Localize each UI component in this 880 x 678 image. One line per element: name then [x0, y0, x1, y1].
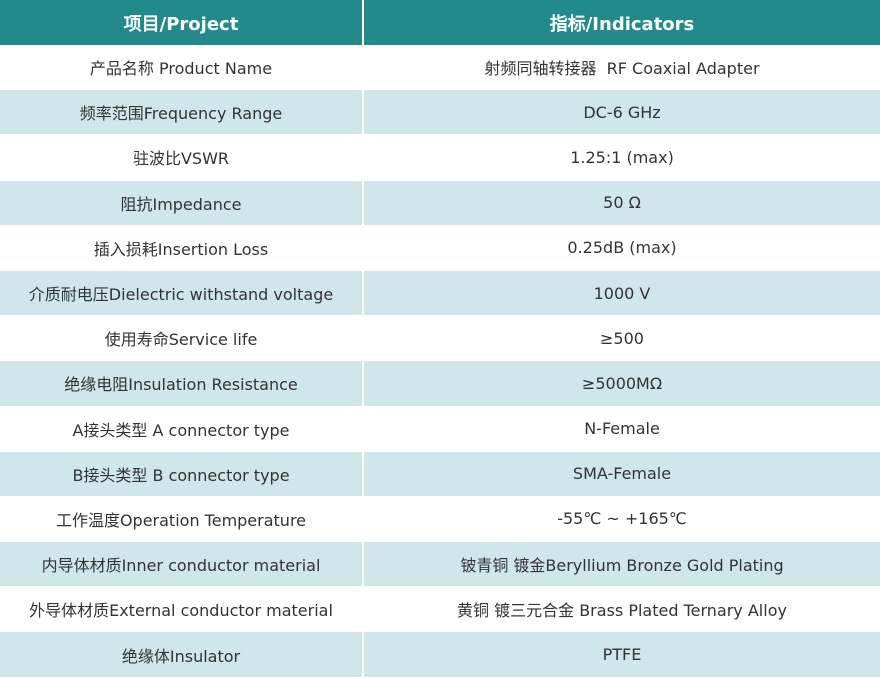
indicator-cell: ≥500 — [364, 316, 880, 362]
indicator-cell: N-Female — [364, 407, 880, 452]
header-cell: 项目/Project — [0, 0, 364, 45]
indicator-cell: SMA-Female — [364, 451, 880, 497]
indicator-cell: 50 Ω — [364, 180, 880, 226]
indicator-cell: 1.25:1 (max) — [364, 135, 880, 181]
project-cell: 插入损耗Insertion Loss — [0, 225, 364, 271]
project-cell: 产品名称 Product Name — [0, 45, 364, 91]
indicator-cell: PTFE — [364, 632, 880, 678]
project-cell: 内导体材质Inner conductor material — [0, 542, 364, 588]
project-cell: 外导体材质External conductor material — [0, 587, 364, 633]
project-cell: 绝缘电阻Insulation Resistance — [0, 361, 364, 407]
indicator-cell: 1000 V — [364, 270, 880, 317]
indicator-cell: 0.25dB (max) — [364, 226, 880, 271]
project-cell: 绝缘体Insulator — [0, 632, 364, 678]
indicator-cell: DC-6 GHz — [364, 90, 880, 136]
project-cell: B接头类型 B connector type — [0, 451, 364, 497]
project-cell: 使用寿命Service life — [0, 316, 364, 362]
indicator-cell: -55℃ ~ +165℃ — [364, 497, 880, 543]
project-cell: 频率范围Frequency Range — [0, 90, 364, 136]
header-cell: 指标/Indicators — [364, 0, 880, 45]
indicator-cell: ≥5000MΩ — [364, 361, 880, 407]
indicator-cell: 射频同轴转接器 RF Coaxial Adapter — [364, 45, 880, 91]
indicator-cell: 黄铜 镀三元合金 Brass Plated Ternary Alloy — [364, 587, 880, 633]
project-cell: 介质耐电压Dielectric withstand voltage — [0, 270, 364, 317]
project-cell: A接头类型 A connector type — [0, 406, 364, 452]
project-cell: 工作温度Operation Temperature — [0, 496, 364, 543]
project-cell: 驻波比VSWR — [0, 135, 364, 181]
project-cell: 阻抗Impedance — [0, 180, 364, 226]
indicator-cell: 铍青铜 镀金Beryllium Bronze Gold Plating — [364, 542, 880, 588]
